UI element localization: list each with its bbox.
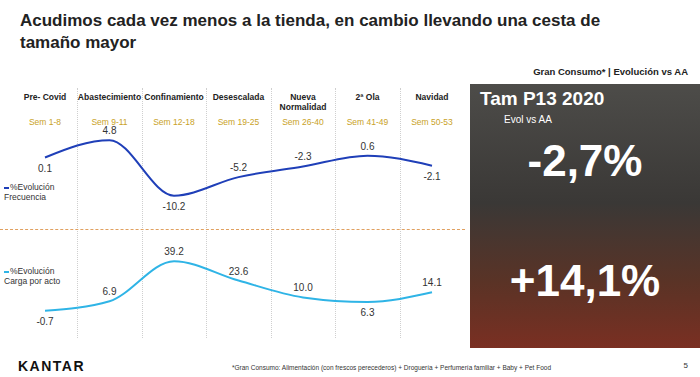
svg-text:23.6: 23.6 [229, 266, 249, 277]
html-text:Pre- Covid: Pre- Covid [23, 92, 67, 102]
svg-text:6.3: 6.3 [361, 307, 375, 318]
html-text:Sem 19-25: Sem 19-25 [217, 117, 260, 127]
svg-text:-2.3: -2.3 [294, 151, 312, 162]
html-text:-2,7%: -2,7% [527, 136, 643, 185]
html-text:Sem 12-18: Sem 12-18 [153, 117, 195, 127]
html-text:%Evolución Carga por acto: %Evolución Carga por acto [4, 266, 61, 286]
html-text:Desescalada: Desescalada [212, 92, 265, 102]
html-text:Nueva Normalidad: Nueva Normalidad [279, 92, 327, 112]
html-text:Sem 26-40: Sem 26-40 [282, 117, 324, 127]
svg-text:0.1: 0.1 [38, 163, 52, 174]
svg-text:-5.2: -5.2 [230, 162, 248, 173]
svg-text:6.9: 6.9 [103, 286, 117, 297]
html-text:Evol vs AA: Evol vs AA [504, 114, 552, 125]
svg-text:-0.7: -0.7 [36, 316, 54, 327]
svg-text:14.1: 14.1 [422, 277, 442, 288]
html-text:Sem 1-8: Sem 1-8 [28, 117, 62, 127]
svg-text:-2.1: -2.1 [423, 171, 441, 182]
html-text:Gran Consumo* | Evolución vs A: Gran Consumo* | Evolución vs AA [533, 66, 688, 77]
svg-text:39.2: 39.2 [164, 246, 184, 257]
svg-text:-10.2: -10.2 [163, 201, 186, 212]
html-text:Tam P13 2020: Tam P13 2020 [480, 88, 605, 109]
html-text:+14,1%: +14,1% [509, 256, 661, 305]
svg-text:4.8: 4.8 [103, 125, 117, 136]
html-text:Abastecimiento Confinamiento: Abastecimiento Confinamiento [77, 92, 204, 102]
html-text:2ª Ola: 2ª Ola [355, 92, 380, 102]
svg-text:10.0: 10.0 [293, 282, 313, 293]
svg-text:0.6: 0.6 [361, 141, 375, 152]
html-text:Sem 50-53: Sem 50-53 [411, 117, 453, 127]
html-text:5: 5 [683, 361, 688, 370]
html-text:*Gran Consumo: Alimentación (c: *Gran Consumo: Alimentación (con frescos… [232, 364, 551, 371]
html-text:Sem 9-11: Sem 9-11 [91, 117, 128, 127]
html-text:Navidad: Navidad [415, 92, 449, 102]
html-text:KANTAR: KANTAR [18, 358, 86, 374]
html-text:Acudimos cada vez menos a la t: Acudimos cada vez menos a la tienda, en … [20, 11, 601, 52]
html-text:Sem 41-49: Sem 41-49 [346, 117, 389, 127]
html-text:%Evolución Frecuencia: %Evolución Frecuencia [4, 182, 55, 202]
